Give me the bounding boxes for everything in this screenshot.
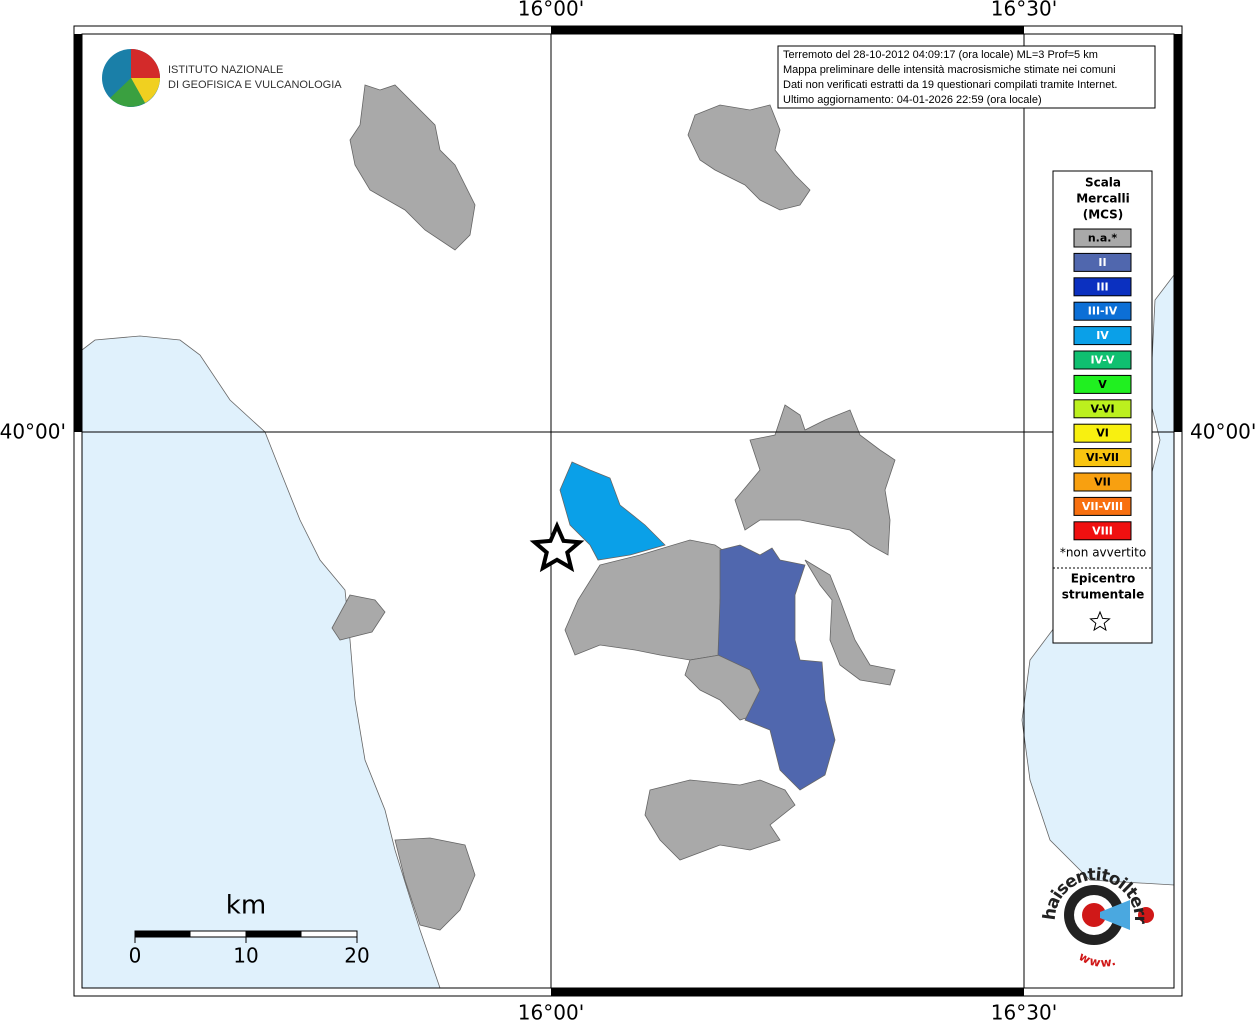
lon-label: 16°30': [991, 1001, 1057, 1025]
logo-globe-part: [131, 49, 160, 78]
scale-bar-segment: [135, 931, 191, 937]
legend-swatch: [1073, 374, 1132, 394]
legend-label: VI: [1096, 427, 1109, 440]
legend-note: *non avvertito: [1060, 546, 1146, 560]
scale-label: 0: [129, 944, 142, 968]
municipality: [687, 104, 811, 211]
legend-swatch: [1073, 228, 1132, 248]
municipality: [349, 84, 476, 251]
municipality: [394, 837, 476, 931]
info-box: [777, 45, 1156, 109]
municipality: [734, 404, 896, 556]
legend-label: V-VI: [1090, 402, 1114, 415]
lon-label: 16°00': [518, 0, 584, 21]
legend-label: VII-VIII: [1082, 500, 1123, 513]
legend-title: Scala: [1085, 176, 1121, 190]
logo-text: DI GEOFISICA E VULCANOLOGIA: [168, 79, 342, 91]
legend-label: VIII: [1092, 524, 1113, 537]
legend-swatch: [1073, 277, 1132, 297]
municipality: [804, 559, 896, 686]
badge-dot: [1138, 907, 1154, 923]
scale-bar-segment: [246, 931, 302, 937]
legend-label: n.a.*: [1088, 232, 1118, 245]
scale-label: 20: [344, 944, 369, 968]
frame-band: [1174, 34, 1182, 432]
frame-band: [551, 26, 1024, 34]
frame-band: [551, 988, 1024, 996]
legend-epicenter: strumentale: [1062, 588, 1145, 602]
legend-label: VI-VII: [1086, 451, 1119, 464]
badge-horn: [1100, 900, 1130, 930]
legend-swatch: [1073, 252, 1132, 272]
lon-label: 16°00': [518, 1001, 584, 1025]
legend-label: II: [1098, 256, 1106, 269]
municipality-intensity-ii: [717, 544, 836, 791]
info-line: Mappa preliminare delle intensità macros…: [783, 64, 1116, 76]
badge-ring: [1082, 903, 1106, 927]
legend-star: [1089, 610, 1111, 632]
scale-unit: km: [226, 891, 266, 921]
legend-label: IV: [1096, 329, 1109, 342]
scale-bar: km 0 10 20: [129, 891, 370, 968]
municipality-intensity-iv: [559, 461, 666, 561]
epicenter-star: [529, 520, 585, 573]
legend-swatch: [1073, 350, 1132, 370]
municipalities: [331, 84, 896, 931]
info-line: Dati non verificati estratti da 19 quest…: [783, 79, 1117, 91]
lat-label: 40°00': [1190, 420, 1255, 444]
legend-title: (MCS): [1083, 208, 1124, 222]
frame: [73, 25, 1183, 997]
municipality: [331, 594, 386, 641]
scale-label: 10: [233, 944, 258, 968]
logo-globe-part: [131, 78, 160, 103]
legend-label: VII: [1094, 476, 1111, 489]
frame-band: [74, 34, 82, 432]
info-text: Terremoto del 28-10-2012 04:09:17 (ora l…: [783, 49, 1117, 106]
legend-swatch: [1073, 399, 1132, 419]
legend-swatch: [1073, 326, 1132, 346]
legend-swatch: [1073, 448, 1132, 468]
legend-label: IV-V: [1090, 354, 1115, 367]
legend-label: III: [1096, 280, 1108, 293]
logo-globe-part: [110, 78, 145, 107]
info-line: Ultimo aggiornamento: 04-01-2026 22:59 (…: [783, 94, 1042, 106]
legend-swatch: [1073, 301, 1132, 321]
legend-swatch: [1073, 472, 1132, 492]
municipality: [644, 779, 796, 861]
legend-label: V: [1098, 378, 1107, 391]
legend-swatch: [1073, 423, 1132, 443]
legend-label: III-IV: [1088, 305, 1118, 318]
legend-epicenter: Epicentro: [1071, 572, 1136, 586]
info-line: Terremoto del 28-10-2012 04:09:17 (ora l…: [783, 49, 1098, 61]
lon-label: 16°30': [991, 0, 1057, 21]
logo-text: ISTITUTO NAZIONALE: [168, 64, 283, 76]
sea-west: [81, 335, 441, 989]
legend: Scala Mercalli (MCS) *non avvertito Epic…: [1053, 176, 1152, 632]
graticule: [82, 34, 1174, 988]
ingv-logo: ISTITUTO NAZIONALE DI GEOFISICA E VULCAN…: [102, 49, 342, 107]
legend-swatch: [1073, 521, 1132, 541]
legend-swatch: [1073, 496, 1132, 516]
legend-title: Mercalli: [1076, 192, 1130, 206]
lat-label: 40°00': [0, 420, 66, 444]
